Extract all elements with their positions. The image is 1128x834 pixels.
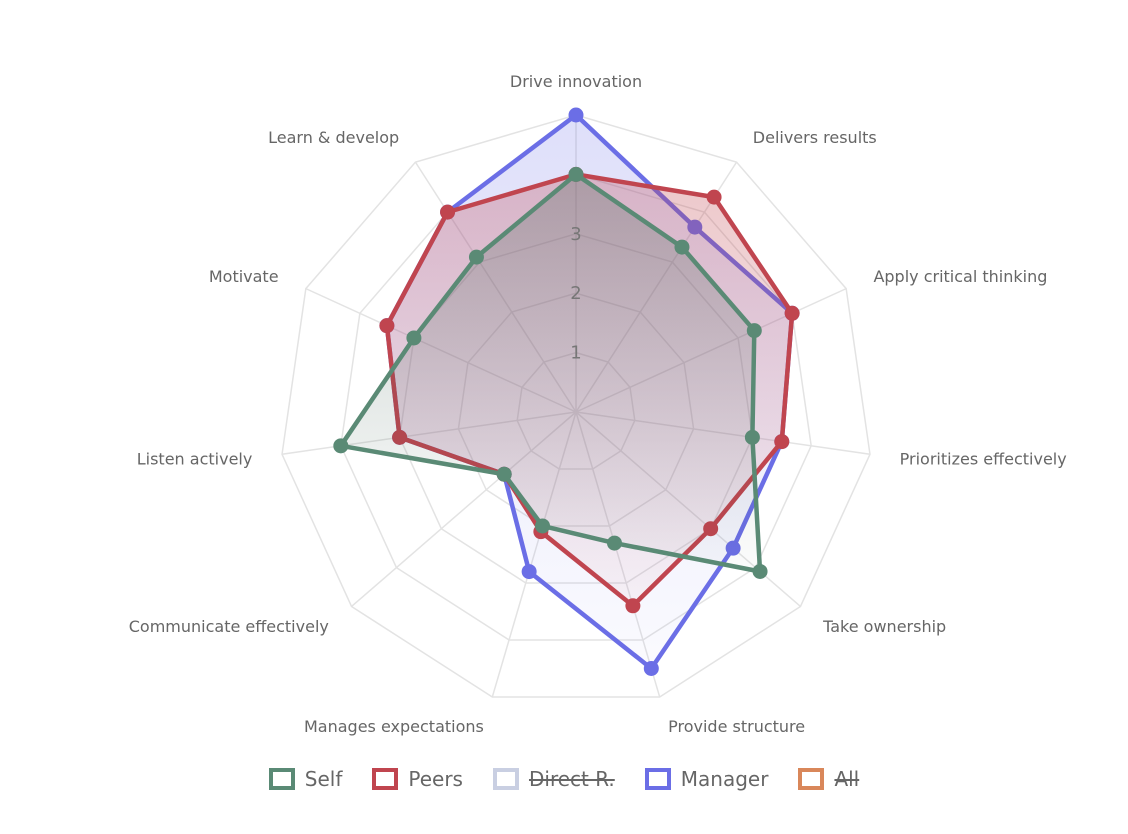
point-self-motivate[interactable] (406, 330, 422, 346)
axis-label-delivers-results: Delivers results (753, 128, 877, 147)
legend-swatch-peers (372, 768, 399, 790)
point-peers-learn-and-develop[interactable] (440, 204, 456, 220)
legend-item-manager[interactable]: Manager (644, 767, 769, 791)
point-self-manages-expectations[interactable] (535, 518, 551, 534)
point-peers-apply-critical-thinking[interactable] (784, 305, 800, 321)
legend-item-self[interactable]: Self (268, 767, 343, 791)
point-manager-manages-expectations[interactable] (521, 564, 537, 580)
axis-label-prioritizes-effectively: Prioritizes effectively (900, 450, 1067, 469)
legend-item-direct-reports[interactable]: Direct R. (492, 767, 615, 791)
legend-swatch-direct-reports (492, 768, 519, 790)
chart-legend: Self Peers Direct R. Manager All (0, 762, 1128, 796)
axis-label-learn-and-develop: Learn & develop (268, 128, 399, 147)
point-self-communicate-effectively[interactable] (496, 466, 512, 482)
point-self-prioritizes-effectively[interactable] (744, 429, 760, 445)
tick-label-3: 3 (570, 224, 581, 245)
point-self-delivers-results[interactable] (674, 239, 690, 255)
axis-label-apply-critical-thinking: Apply critical thinking (873, 267, 1047, 286)
point-self-listen-actively[interactable] (333, 438, 349, 454)
grid-ring-5 (281, 114, 871, 698)
point-peers-prioritizes-effectively[interactable] (774, 434, 790, 450)
point-peers-delivers-results[interactable] (706, 189, 722, 205)
point-manager-provide-structure[interactable] (643, 660, 659, 676)
point-peers-motivate[interactable] (379, 318, 395, 334)
point-peers-provide-structure[interactable] (625, 598, 641, 614)
point-self-learn-and-develop[interactable] (468, 249, 484, 265)
series-line-self (338, 172, 763, 574)
legend-label-self: Self (304, 767, 343, 791)
point-self-provide-structure[interactable] (606, 535, 622, 551)
axis-label-drive-innovation: Drive innovation (510, 72, 642, 91)
point-manager-drive-innovation[interactable] (568, 107, 584, 123)
axis-label-motivate: Motivate (209, 267, 279, 286)
axis-label-listen-actively: Listen actively (137, 450, 253, 469)
radar-chart: 1 2 3 Drive innovation Delivers results Apply… (129, 72, 1067, 736)
legend-label-direct-reports: Direct R. (528, 767, 615, 791)
point-self-apply-critical-thinking[interactable] (746, 323, 762, 339)
legend-label-peers: Peers (408, 767, 463, 791)
radar-series (333, 107, 800, 676)
legend-item-all[interactable]: All (798, 767, 859, 791)
legend-swatch-self (268, 768, 295, 790)
series-self (333, 166, 768, 579)
legend-swatch-manager (644, 768, 671, 790)
axis-label-manages-expectations: Manages expectations (304, 717, 484, 736)
axis-labels: 1 2 3 Drive innovation Delivers results Apply… (129, 72, 1067, 736)
axis-label-take-ownership: Take ownership (822, 617, 946, 636)
tick-label-1: 1 (570, 343, 581, 364)
axis-label-provide-structure: Provide structure (668, 717, 805, 736)
legend-label-manager: Manager (680, 767, 769, 791)
legend-label-all: All (834, 767, 860, 791)
point-self-drive-innovation[interactable] (568, 166, 584, 182)
axis-label-communicate-effectively: Communicate effectively (129, 617, 329, 636)
legend-swatch-all (798, 768, 825, 790)
point-self-take-ownership[interactable] (752, 563, 768, 579)
tick-label-2: 2 (570, 283, 581, 304)
legend-item-peers[interactable]: Peers (372, 767, 463, 791)
